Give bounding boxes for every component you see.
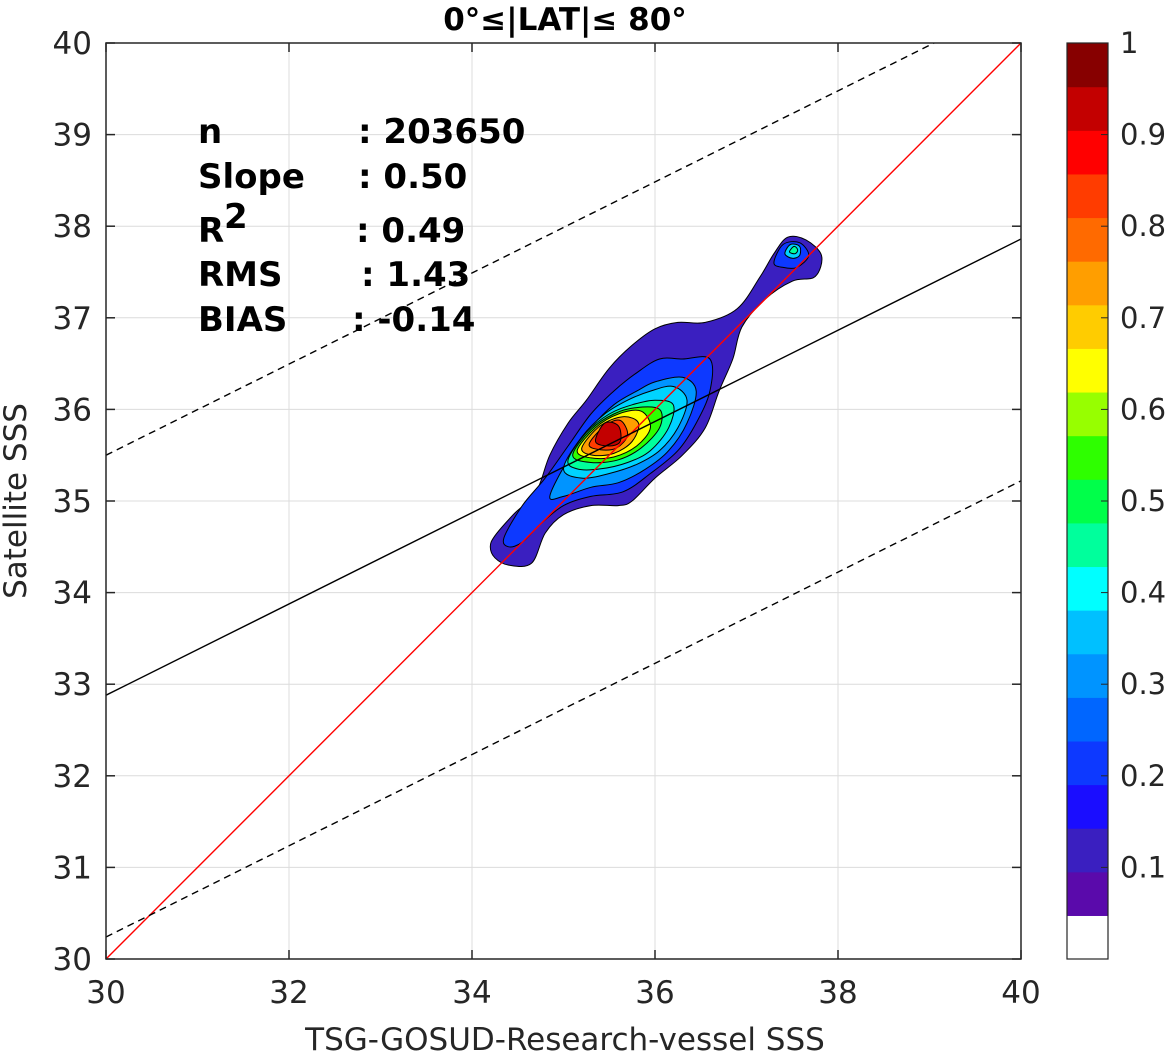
colorbar-band (1067, 784, 1108, 829)
x-tick-label: 34 (452, 975, 491, 1011)
x-axis-label: TSG-GOSUD-Research-vessel SSS (304, 1022, 825, 1055)
colorbar-band (1067, 348, 1108, 393)
contour-level-9 (594, 421, 622, 447)
axis-ticks (105, 42, 1022, 960)
stat-value: : 203650 (358, 112, 525, 152)
colorbar-tick-label: 0.4 (1120, 576, 1166, 610)
y-tick-label: 31 (53, 850, 92, 886)
lower-bound-line (106, 480, 1021, 938)
y-tick-label: 35 (53, 484, 92, 520)
stat-label: R (198, 211, 224, 251)
colorbar-band (1067, 522, 1108, 568)
colorbar-band (1067, 304, 1108, 349)
x-tick-label: 36 (635, 975, 674, 1011)
colorbar-band (1067, 566, 1108, 611)
grid (105, 42, 1022, 960)
stat-value: : -0.14 (352, 300, 475, 340)
y-tick-label: 40 (53, 26, 92, 62)
colorbar-tick-label: 1 (1120, 26, 1138, 60)
colorbar-tick-labels: 1 0.9 0.8 0.7 0.6 0.5 0.4 0.3 0.2 0.1 (1120, 26, 1166, 884)
y-axis-label: Satellite SSS (0, 403, 34, 599)
y-tick-label: 39 (53, 118, 92, 154)
colorbar-band (1067, 740, 1108, 786)
colorbar (1066, 42, 1109, 960)
y-tick-labels: 30 31 32 33 34 35 36 37 38 39 40 (53, 26, 92, 978)
chart-title: 0°≤|LAT|≤ 80° (443, 2, 687, 38)
y-tick-label: 37 (53, 301, 92, 337)
x-tick-labels: 30 32 34 36 38 40 (86, 975, 1040, 1011)
stat-label: BIAS (198, 300, 287, 340)
colorbar-tick-label: 0.7 (1120, 301, 1166, 335)
colorbar-band (1067, 43, 1108, 88)
colorbar-tick-label: 0.6 (1120, 392, 1166, 426)
stat-value: : 0.49 (356, 211, 465, 251)
colorbar-band (1067, 871, 1108, 916)
y-tick-label: 32 (53, 759, 92, 795)
contour-level-12 (789, 245, 799, 255)
y-tick-label: 30 (53, 942, 92, 978)
colorbar-tick-label: 0.8 (1120, 209, 1166, 243)
colorbar-tick-label: 0.1 (1120, 850, 1166, 884)
y-tick-label: 33 (53, 667, 92, 703)
stat-label: RMS (198, 255, 283, 295)
stat-value: : 0.50 (358, 157, 467, 197)
colorbar-band (1067, 610, 1108, 655)
colorbar-band (1067, 130, 1108, 175)
x-tick-label: 40 (1001, 975, 1040, 1011)
upper-bound-line (106, 43, 935, 456)
colorbar-tick-label: 0.9 (1120, 118, 1166, 152)
colorbar-tick-label: 0.2 (1120, 759, 1166, 793)
colorbar-band (1067, 217, 1108, 262)
regression-line (106, 238, 1021, 696)
x-tick-label: 30 (86, 975, 125, 1011)
y-tick-label: 34 (53, 576, 92, 612)
colorbar-band (1067, 653, 1108, 698)
statistics-box: n : 203650 Slope : 0.50 R 2 : 0.49 RMS : 1.43 BIA… (198, 112, 525, 340)
colorbar-band (1067, 435, 1108, 480)
colorbar-band (1067, 86, 1108, 131)
colorbar-band (1067, 915, 1108, 960)
stat-label: Slope (198, 157, 305, 197)
colorbar-band (1067, 697, 1108, 742)
one-to-one-line (106, 43, 1021, 959)
stat-label: n (198, 112, 222, 152)
x-tick-label: 38 (818, 975, 857, 1011)
colorbar-tick-label: 0.5 (1120, 484, 1166, 518)
stat-superscript: 2 (224, 197, 248, 237)
colorbar-band (1067, 828, 1108, 873)
y-tick-label: 38 (53, 209, 92, 245)
colorbar-band (1067, 173, 1108, 219)
colorbar-band (1067, 391, 1108, 437)
stat-value: : 1.43 (361, 255, 470, 295)
colorbar-tick-label: 0.3 (1120, 667, 1166, 701)
colorbar-band (1067, 261, 1108, 306)
reference-lines (106, 43, 1021, 959)
y-tick-label: 36 (53, 392, 92, 428)
x-tick-label: 32 (269, 975, 308, 1011)
